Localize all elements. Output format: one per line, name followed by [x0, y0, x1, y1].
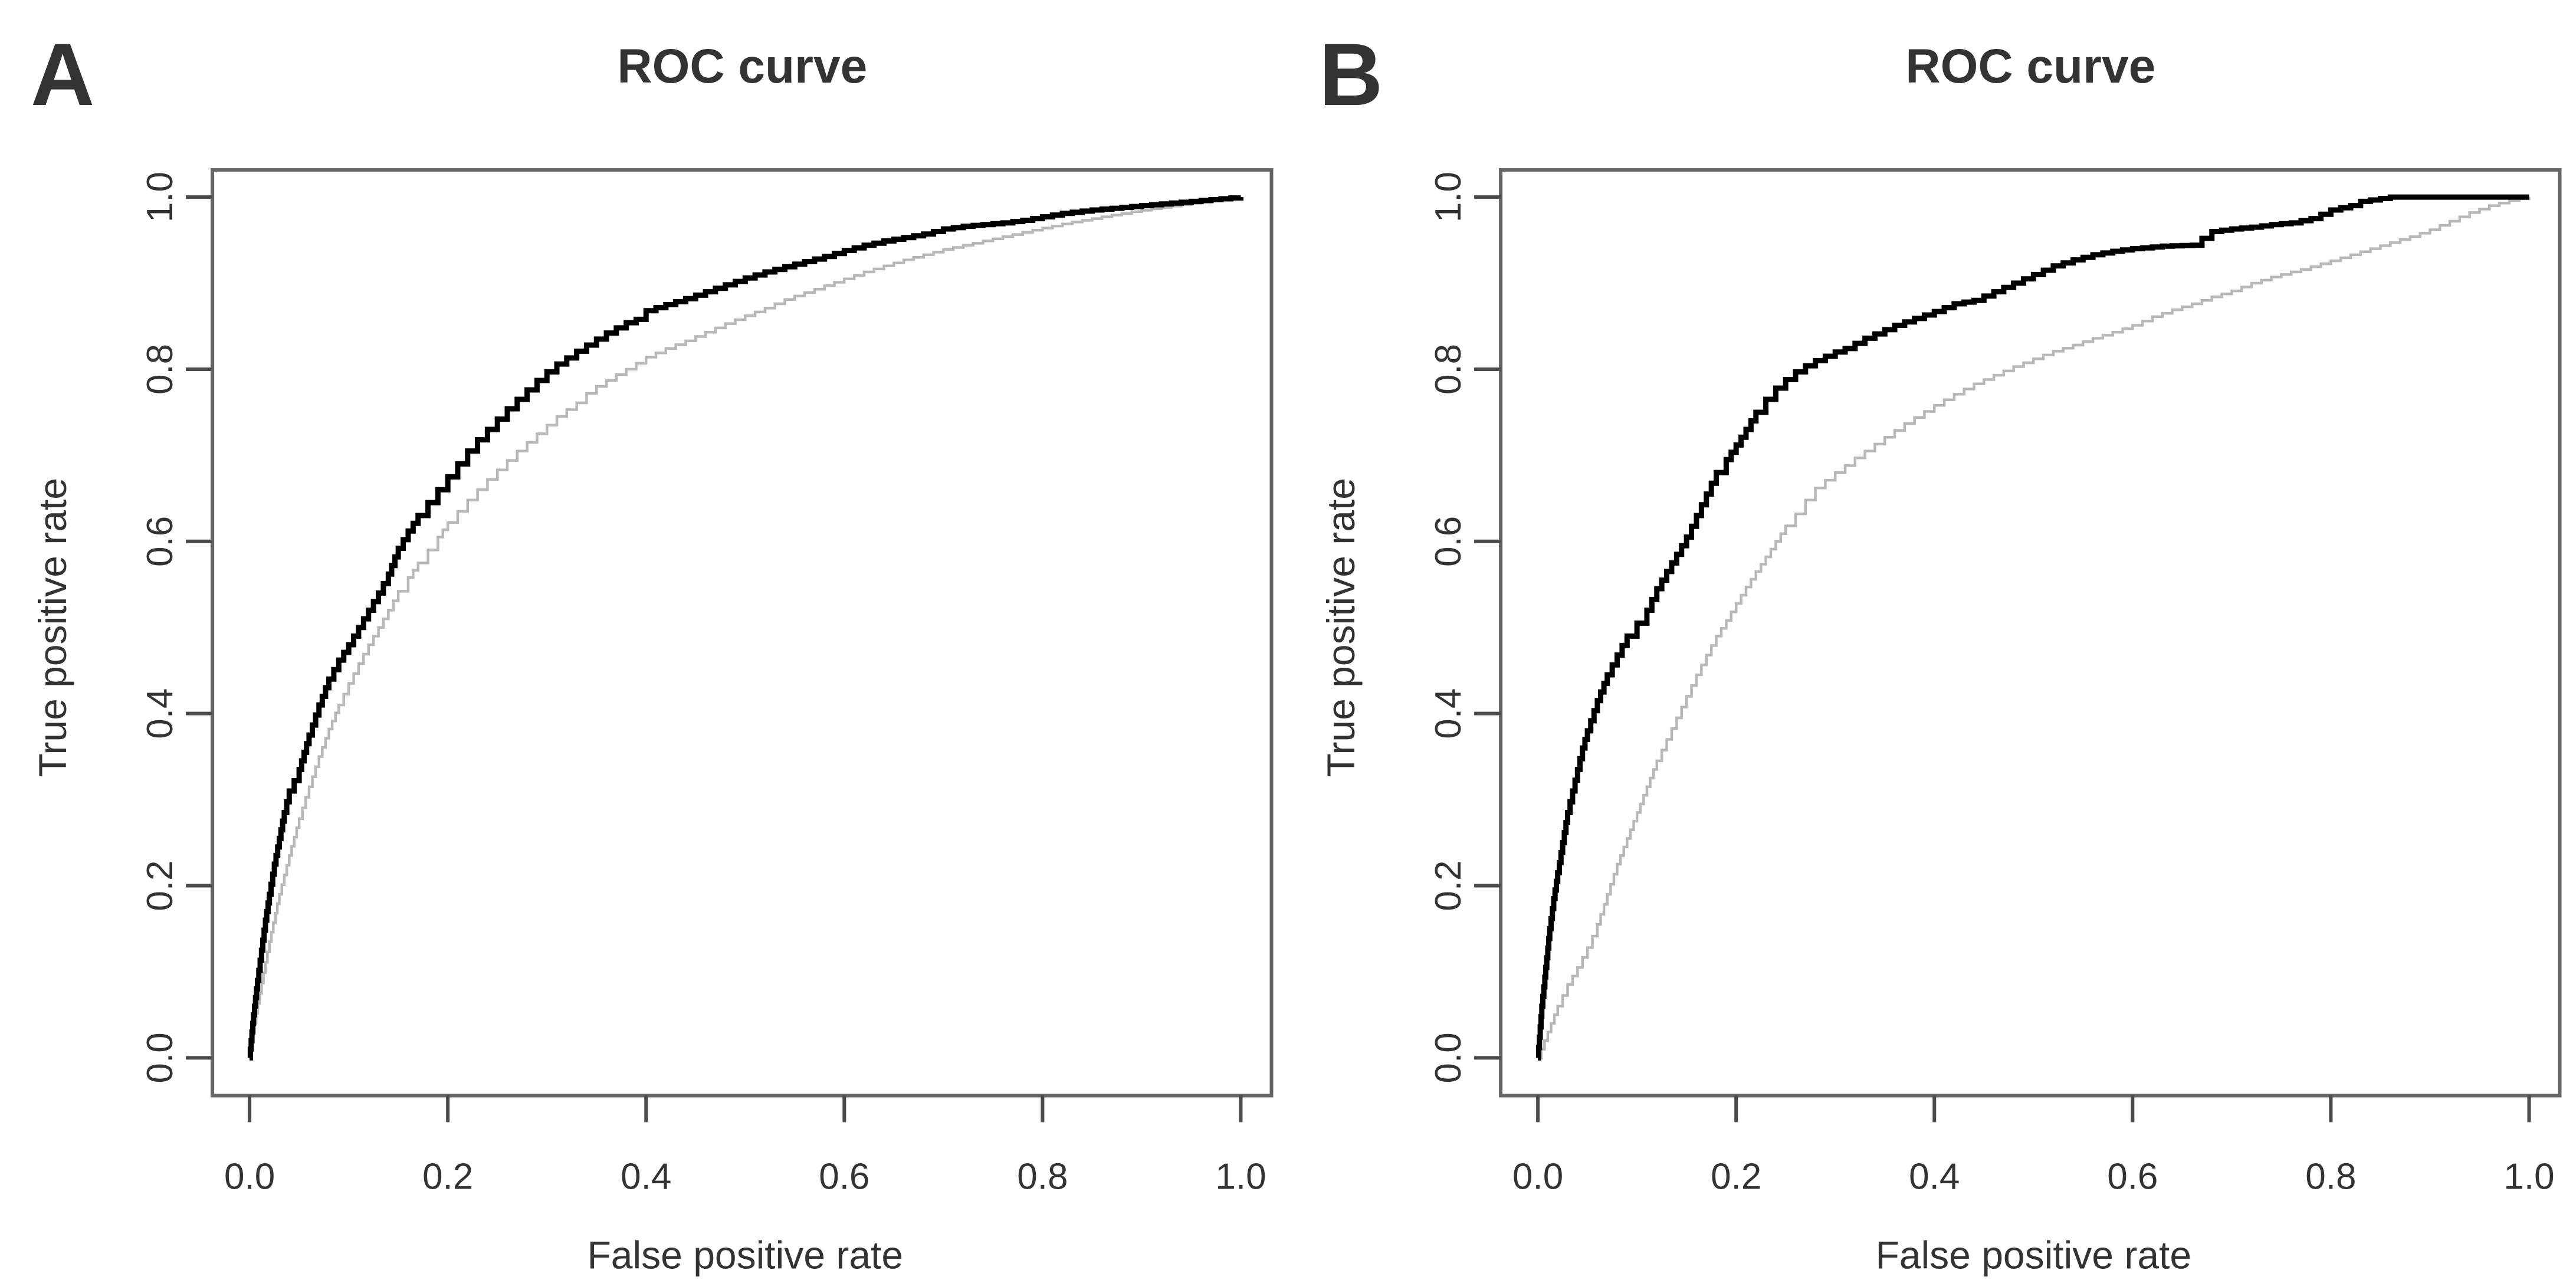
y-tick-label-b: 0.4 — [1428, 688, 1469, 739]
x-tick-label-a: 1.0 — [1215, 1156, 1266, 1197]
x-axis-label-a: False positive rate — [587, 1233, 903, 1276]
y-axis-label-b: True positive rate — [1319, 478, 1363, 777]
y-tick-label-a: 0.6 — [140, 516, 181, 567]
roc-plot-panel-a: 0.0 0.2 0.4 0.6 0.8 1.0 0.0 0.2 0.4 0.6 0.8 1.0 ROC … — [31, 25, 1274, 1276]
roc-gray-curve-a — [249, 197, 1242, 1059]
x-tick-label-b: 0.6 — [2107, 1156, 2158, 1197]
plot-box-b — [1498, 168, 2561, 1098]
y-tick-label-a: 0.8 — [140, 344, 181, 395]
plot-box-a — [211, 168, 1274, 1098]
roc-black-curve-b — [1535, 194, 2529, 1061]
panel-letter-b: B — [1319, 25, 1383, 124]
x-tick-label-a: 0.0 — [224, 1156, 275, 1197]
y-tick-label-b: 0.8 — [1428, 344, 1469, 395]
x-tick-label-a: 0.8 — [1017, 1156, 1068, 1197]
roc-plot-panel-b: 0.0 0.2 0.4 0.6 0.8 1.0 0.0 0.2 0.4 0.6 0.8 1.0 ROC … — [1319, 25, 2561, 1276]
x-tick-label-b: 0.2 — [1711, 1156, 1761, 1197]
x-tick-label-b: 1.0 — [2503, 1156, 2554, 1197]
y-tick-label-b: 0.0 — [1428, 1032, 1469, 1083]
y-tick-label-b: 0.2 — [1428, 860, 1469, 911]
x-tick-label-b: 0.8 — [2305, 1156, 2356, 1197]
x-tick-label-a: 0.2 — [422, 1156, 473, 1197]
x-tick-label-b: 0.0 — [1512, 1156, 1563, 1197]
y-tick-label-b: 1.0 — [1428, 172, 1469, 222]
x-tick-label-a: 0.6 — [819, 1156, 869, 1197]
x-tick-label-b: 0.4 — [1909, 1156, 1960, 1197]
y-axis-label-a: True positive rate — [31, 478, 74, 777]
y-tick-label-a: 0.2 — [140, 860, 181, 911]
x-tick-label-a: 0.4 — [621, 1156, 671, 1197]
roc-gray-curve-b — [1537, 197, 2531, 1059]
x-axis-label-b: False positive rate — [1875, 1233, 2191, 1276]
y-tick-label-a: 0.4 — [140, 688, 181, 739]
panel-title-a: ROC curve — [617, 40, 867, 93]
y-tick-label-a: 1.0 — [140, 172, 181, 222]
panel-letter-a: A — [31, 25, 94, 124]
panel-title-b: ROC curve — [1905, 40, 2155, 93]
y-tick-label-a: 0.0 — [140, 1032, 181, 1083]
y-tick-label-b: 0.6 — [1428, 516, 1469, 567]
roc-black-curve-a — [247, 195, 1243, 1061]
